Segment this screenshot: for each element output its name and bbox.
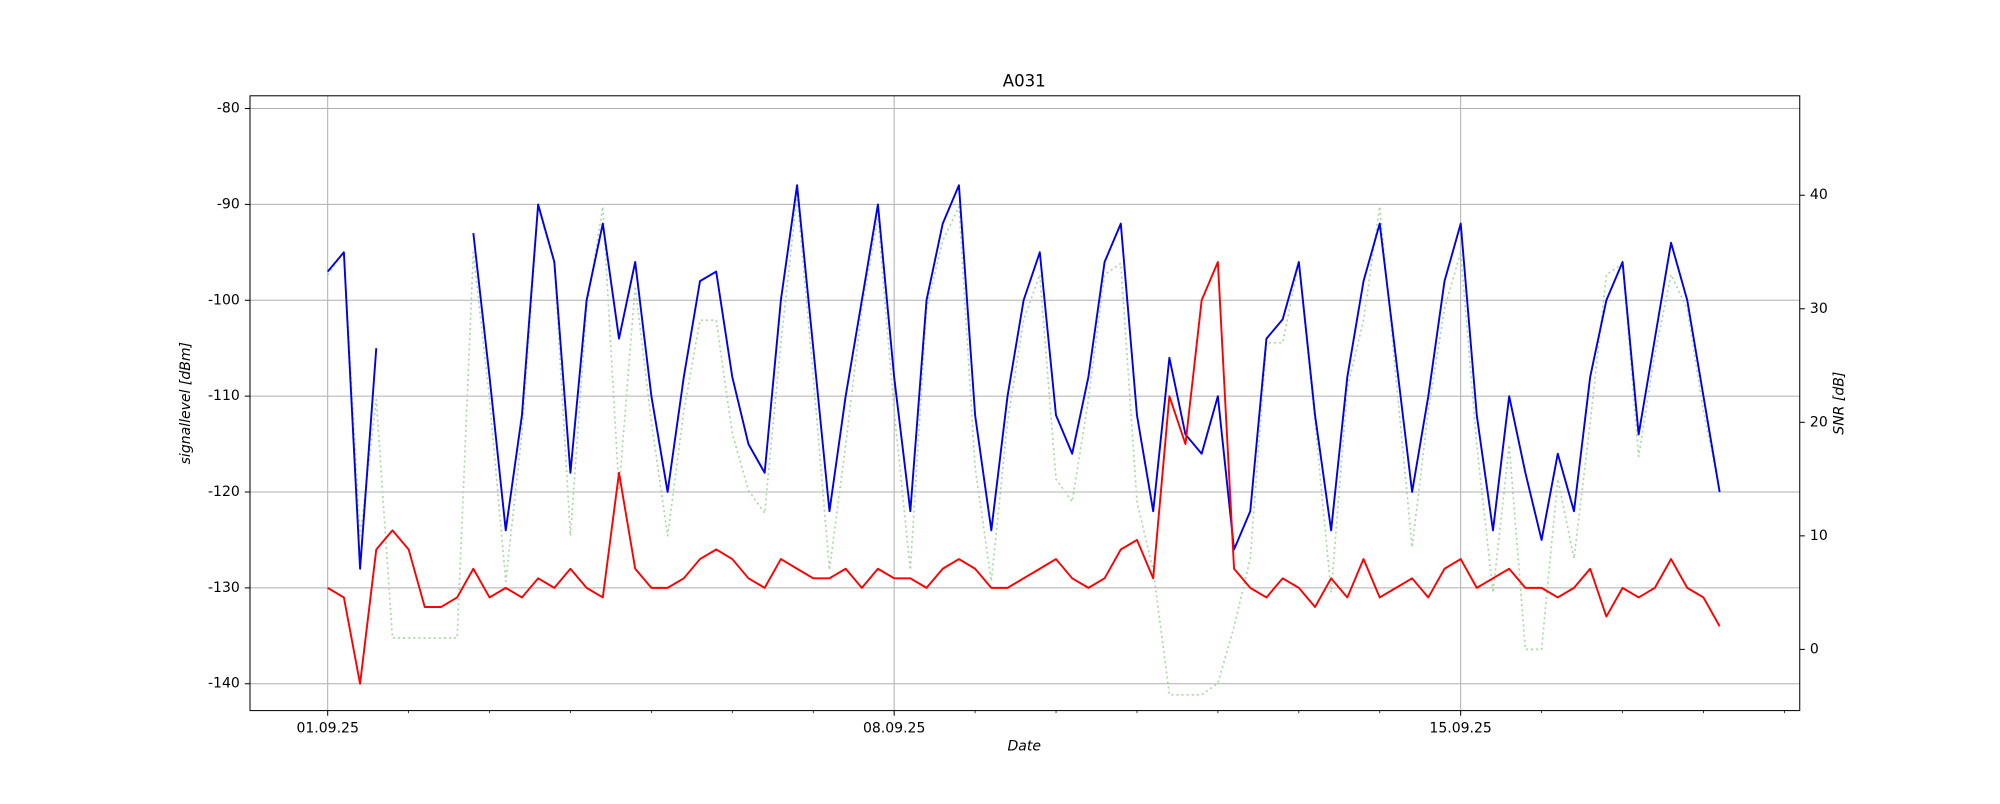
plot-frame <box>249 95 1801 712</box>
series-line <box>327 261 1721 685</box>
y2-tick-label: 0 <box>1810 641 1819 657</box>
x-tick-label: 15.09.25 <box>1429 720 1491 736</box>
y-tick-label: -100 <box>208 292 240 308</box>
y-tick-label: -120 <box>208 484 240 500</box>
y-tick-label: -110 <box>208 388 240 404</box>
y2-axis-label: SNR [dB] <box>1831 372 1847 435</box>
y-axis-label: signallevel [dBm] <box>178 342 194 464</box>
y2-tick-label: 10 <box>1810 528 1828 544</box>
y-tick-label: -140 <box>208 676 240 692</box>
x-tick-label: 01.09.25 <box>296 720 358 736</box>
y2-tick-label: 40 <box>1810 187 1828 203</box>
y-tick-label: -90 <box>217 196 240 212</box>
x-axis-label: Date <box>1007 738 1041 754</box>
series-line <box>326 184 1721 570</box>
chart-title: A031 <box>1003 71 1046 90</box>
y-tick-label: -130 <box>208 580 240 596</box>
series-line <box>327 194 1721 696</box>
y-tick-label: -80 <box>217 101 240 117</box>
y2-tick-label: 20 <box>1810 414 1828 430</box>
x-tick-label: 08.09.25 <box>863 720 925 736</box>
y2-tick-label: 30 <box>1810 301 1828 317</box>
